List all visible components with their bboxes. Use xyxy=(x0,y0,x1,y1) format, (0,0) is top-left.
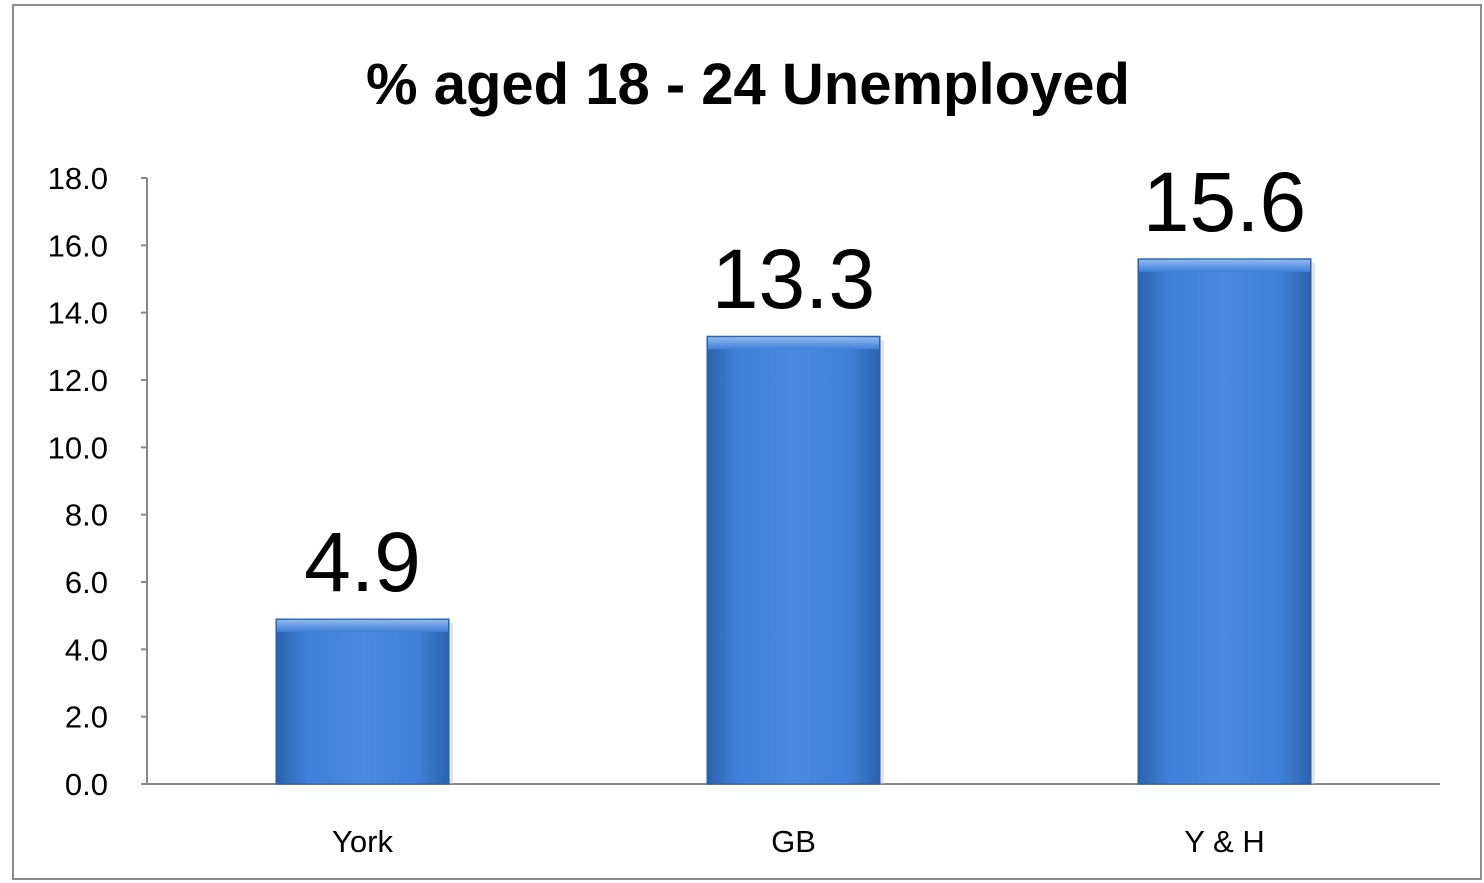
category-label: York xyxy=(332,824,393,859)
y-tick-label: 0.0 xyxy=(65,767,108,802)
y-tick-label: 8.0 xyxy=(65,498,108,533)
y-tick-label: 6.0 xyxy=(65,565,108,600)
bar xyxy=(1137,258,1312,785)
y-tick-label: 4.0 xyxy=(65,632,108,667)
bar-highlight xyxy=(277,620,448,633)
data-label: 4.9 xyxy=(304,515,421,609)
data-label: 15.6 xyxy=(1143,155,1307,249)
data-label: 13.3 xyxy=(712,232,876,326)
y-tick-label: 16.0 xyxy=(48,228,108,263)
category-label: GB xyxy=(771,824,816,859)
bar xyxy=(275,618,450,785)
y-tick-label: 2.0 xyxy=(65,700,108,735)
y-tick-label: 14.0 xyxy=(48,296,108,331)
category-labels: York GB Y & H xyxy=(332,824,1265,859)
bar-highlight xyxy=(708,337,879,350)
category-label: Y & H xyxy=(1184,824,1264,859)
y-tick-label: 12.0 xyxy=(48,363,108,398)
y-tick-label: 18.0 xyxy=(48,161,108,196)
bars xyxy=(275,258,1315,785)
chart-title: % aged 18 - 24 Unemployed xyxy=(366,52,1130,117)
data-labels: 4.9 13.3 15.6 xyxy=(304,155,1306,609)
y-axis-ticks: 0.0 2.0 4.0 6.0 8.0 10.0 12.0 14.0 16.0 18.0 xyxy=(48,161,147,802)
y-tick-label: 10.0 xyxy=(48,430,108,465)
bar-highlight xyxy=(1139,259,1310,272)
bar xyxy=(706,335,881,785)
